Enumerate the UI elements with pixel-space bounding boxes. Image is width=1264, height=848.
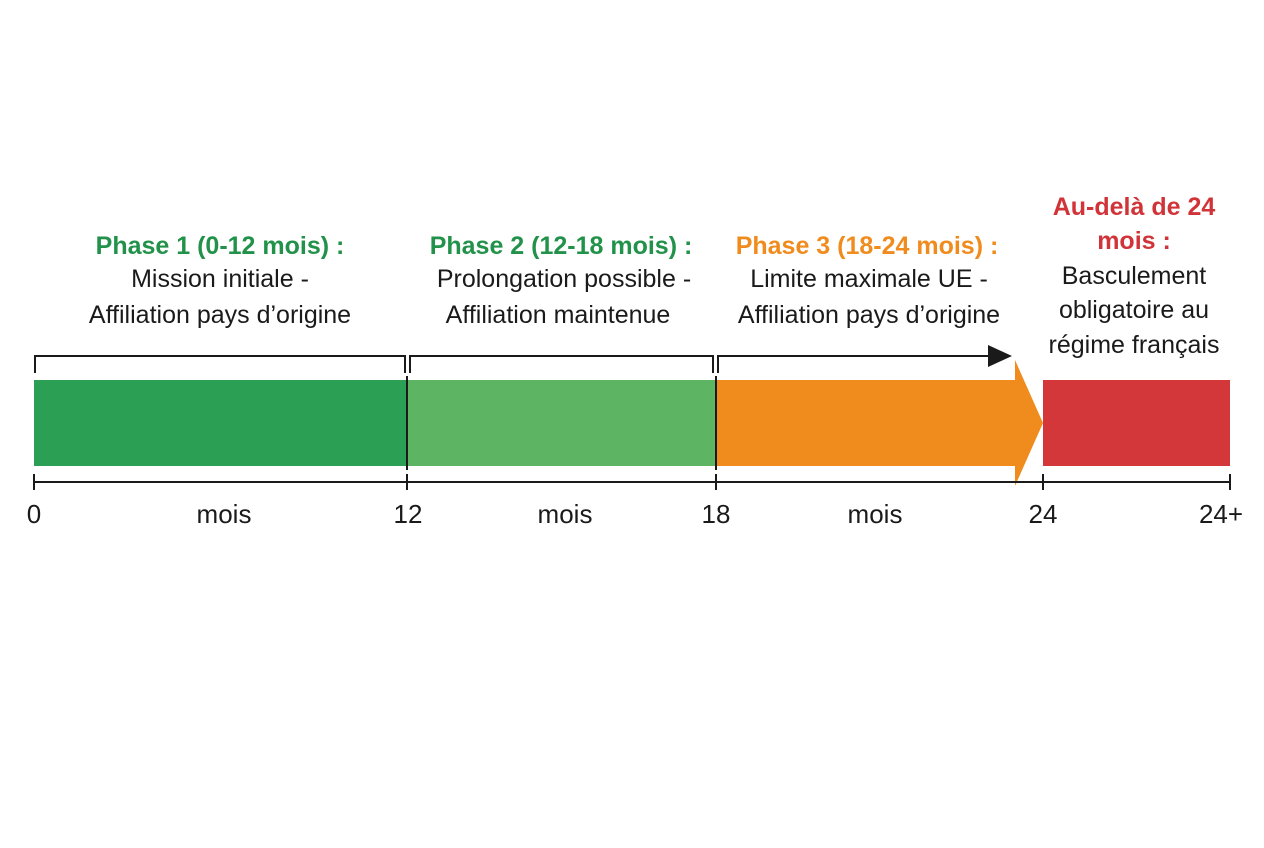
beyond-desc-line2: obligatoire au	[1059, 296, 1209, 324]
phase2-desc-line2: Affiliation maintenue	[446, 301, 671, 329]
axis-label-24-plus: 24+	[1199, 499, 1243, 529]
phase3-desc-line1: Limite maximale UE -	[750, 265, 988, 293]
beyond-bar	[1043, 380, 1230, 466]
axis-label-12: 12	[394, 499, 423, 529]
phase3-desc-line2: Affiliation pays d’origine	[738, 301, 1000, 329]
unit-label-phase3: mois	[848, 499, 903, 529]
beyond-title-line2: mois :	[1097, 227, 1171, 255]
phase2-title: Phase 2 (12-18 mois) :	[430, 232, 693, 260]
axis-label-18: 18	[702, 499, 731, 529]
phase2-bar	[407, 380, 715, 466]
phase3-bracket	[717, 355, 990, 373]
phase1-bracket	[34, 355, 406, 373]
phase3-bracket-arrowhead	[988, 345, 1012, 367]
axis-label-0: 0	[27, 499, 41, 529]
phase2-bracket	[409, 355, 714, 373]
phase3-arrow-bar	[716, 360, 1043, 486]
unit-label-phase1: mois	[197, 499, 252, 529]
unit-label-phase2: mois	[538, 499, 593, 529]
phase1-title: Phase 1 (0-12 mois) :	[96, 232, 345, 260]
beyond-title-line1: Au-delà de 24	[1053, 193, 1216, 221]
axis-label-24: 24	[1029, 499, 1058, 529]
phase1-bar	[34, 380, 406, 466]
phase1-desc-line2: Affiliation pays d’origine	[89, 301, 351, 329]
beyond-desc-line1: Basculement	[1062, 262, 1207, 290]
phase3-title: Phase 3 (18-24 mois) :	[736, 232, 999, 260]
phase1-desc-line1: Mission initiale -	[131, 265, 309, 293]
phase2-desc-line1: Prolongation possible -	[437, 265, 691, 293]
beyond-desc-line3: régime français	[1049, 331, 1220, 359]
